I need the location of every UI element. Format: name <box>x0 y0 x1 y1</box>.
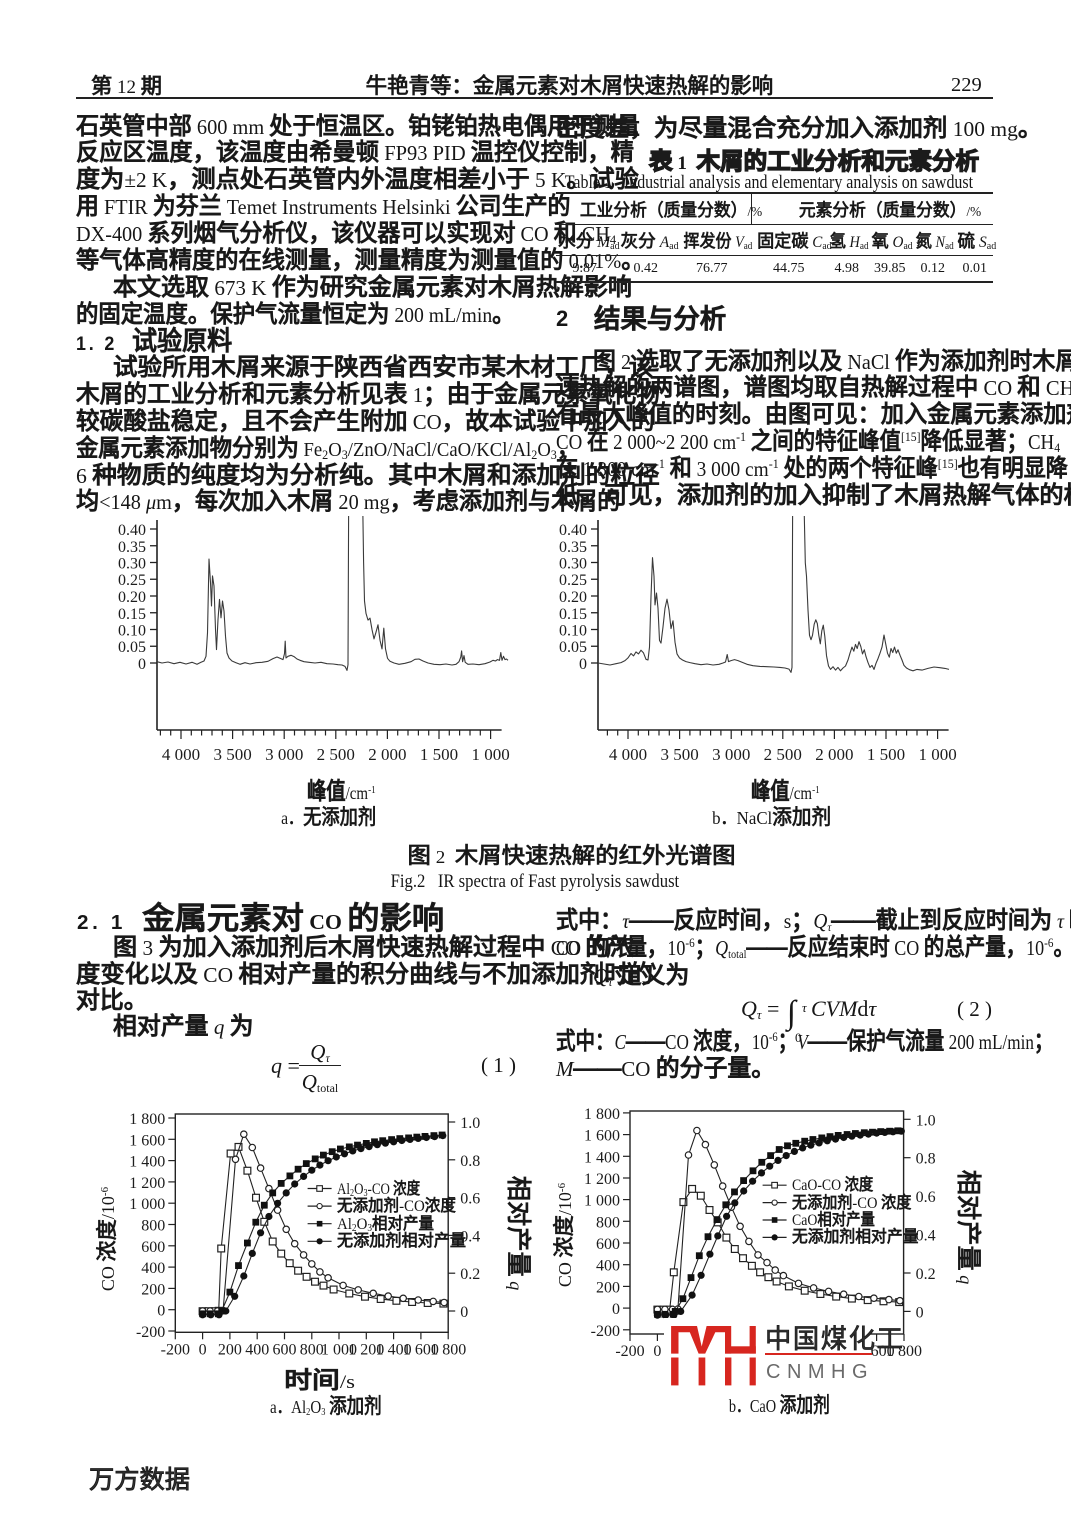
svg-text:0.20: 0.20 <box>118 589 146 606</box>
svg-text:1 000: 1 000 <box>584 1193 620 1210</box>
svg-text:600: 600 <box>141 1239 165 1256</box>
svg-text:2 000: 2 000 <box>368 745 406 764</box>
svg-text:3 500: 3 500 <box>660 745 698 764</box>
svg-text:0.15: 0.15 <box>559 606 587 623</box>
svg-text:0: 0 <box>157 1303 165 1320</box>
svg-text:2 500: 2 500 <box>317 745 355 764</box>
svg-text:1 800: 1 800 <box>430 1341 466 1358</box>
svg-text:0.30: 0.30 <box>559 556 587 573</box>
svg-text:0.30: 0.30 <box>118 556 146 573</box>
svg-text:0.8: 0.8 <box>460 1153 480 1170</box>
svg-text:0.4: 0.4 <box>460 1228 480 1245</box>
svg-text:1 200: 1 200 <box>584 1171 620 1188</box>
svg-text:1 500: 1 500 <box>420 745 458 764</box>
svg-text:1 000: 1 000 <box>129 1196 165 1213</box>
svg-text:1 000: 1 000 <box>471 745 509 764</box>
svg-text:1 600: 1 600 <box>129 1132 165 1149</box>
svg-text:-200: -200 <box>161 1341 190 1358</box>
svg-text:0: 0 <box>916 1304 924 1321</box>
svg-text:3 000: 3 000 <box>712 745 750 764</box>
svg-text:1.0: 1.0 <box>916 1112 936 1129</box>
svg-text:1 000: 1 000 <box>918 745 956 764</box>
svg-text:0.05: 0.05 <box>559 639 587 656</box>
svg-text:600: 600 <box>596 1236 620 1253</box>
svg-text:800: 800 <box>141 1218 165 1235</box>
svg-text:0: 0 <box>612 1301 620 1318</box>
svg-text:0: 0 <box>138 656 146 673</box>
svg-text:3 500: 3 500 <box>213 745 251 764</box>
svg-text:2 500: 2 500 <box>764 745 802 764</box>
svg-text:0.15: 0.15 <box>118 606 146 623</box>
svg-text:1 000: 1 000 <box>321 1341 357 1358</box>
svg-text:-200: -200 <box>136 1324 165 1341</box>
svg-text:0.25: 0.25 <box>118 572 146 589</box>
svg-text:1 400: 1 400 <box>129 1154 165 1171</box>
svg-text:0.2: 0.2 <box>916 1266 936 1283</box>
svg-text:4 000: 4 000 <box>162 745 200 764</box>
svg-text:1 800: 1 800 <box>129 1111 165 1128</box>
svg-text:0.10: 0.10 <box>559 623 587 640</box>
svg-text:200: 200 <box>596 1279 620 1296</box>
svg-text:1 400: 1 400 <box>376 1341 412 1358</box>
svg-text:800: 800 <box>596 1214 620 1231</box>
svg-text:1 600: 1 600 <box>403 1341 439 1358</box>
svg-text:0.40: 0.40 <box>118 522 146 539</box>
svg-text:-200: -200 <box>615 1343 644 1360</box>
svg-text:0.40: 0.40 <box>559 522 587 539</box>
svg-text:400: 400 <box>245 1341 269 1358</box>
svg-text:1 800: 1 800 <box>886 1343 922 1360</box>
svg-text:0: 0 <box>199 1341 207 1358</box>
svg-text:0.05: 0.05 <box>118 639 146 656</box>
svg-text:1 800: 1 800 <box>584 1106 620 1123</box>
svg-text:1 600: 1 600 <box>584 1128 620 1145</box>
svg-text:4 000: 4 000 <box>609 745 647 764</box>
svg-text:2 000: 2 000 <box>815 745 853 764</box>
svg-text:0: 0 <box>653 1343 661 1360</box>
svg-text:0.6: 0.6 <box>460 1191 480 1208</box>
svg-text:800: 800 <box>300 1341 324 1358</box>
svg-text:0.25: 0.25 <box>559 572 587 589</box>
svg-text:1 400: 1 400 <box>584 1149 620 1166</box>
svg-text:0.8: 0.8 <box>916 1151 936 1168</box>
svg-text:0.10: 0.10 <box>118 623 146 640</box>
svg-text:0: 0 <box>460 1304 468 1321</box>
svg-text:400: 400 <box>596 1258 620 1275</box>
svg-text:0: 0 <box>579 656 587 673</box>
svg-text:1 200: 1 200 <box>129 1175 165 1192</box>
svg-text:1 500: 1 500 <box>867 745 905 764</box>
svg-text:0.4: 0.4 <box>916 1228 936 1245</box>
svg-text:-200: -200 <box>591 1323 620 1340</box>
svg-text:0.2: 0.2 <box>460 1266 480 1283</box>
svg-text:200: 200 <box>141 1281 165 1298</box>
svg-text:200: 200 <box>218 1341 242 1358</box>
svg-text:3 000: 3 000 <box>265 745 303 764</box>
svg-text:0.35: 0.35 <box>559 539 587 556</box>
svg-text:1.0: 1.0 <box>460 1115 480 1132</box>
svg-text:0.6: 0.6 <box>916 1189 936 1206</box>
svg-text:0.35: 0.35 <box>118 539 146 556</box>
svg-text:1 200: 1 200 <box>348 1341 384 1358</box>
svg-text:0.20: 0.20 <box>559 589 587 606</box>
svg-text:400: 400 <box>141 1260 165 1277</box>
svg-text:600: 600 <box>273 1341 297 1358</box>
